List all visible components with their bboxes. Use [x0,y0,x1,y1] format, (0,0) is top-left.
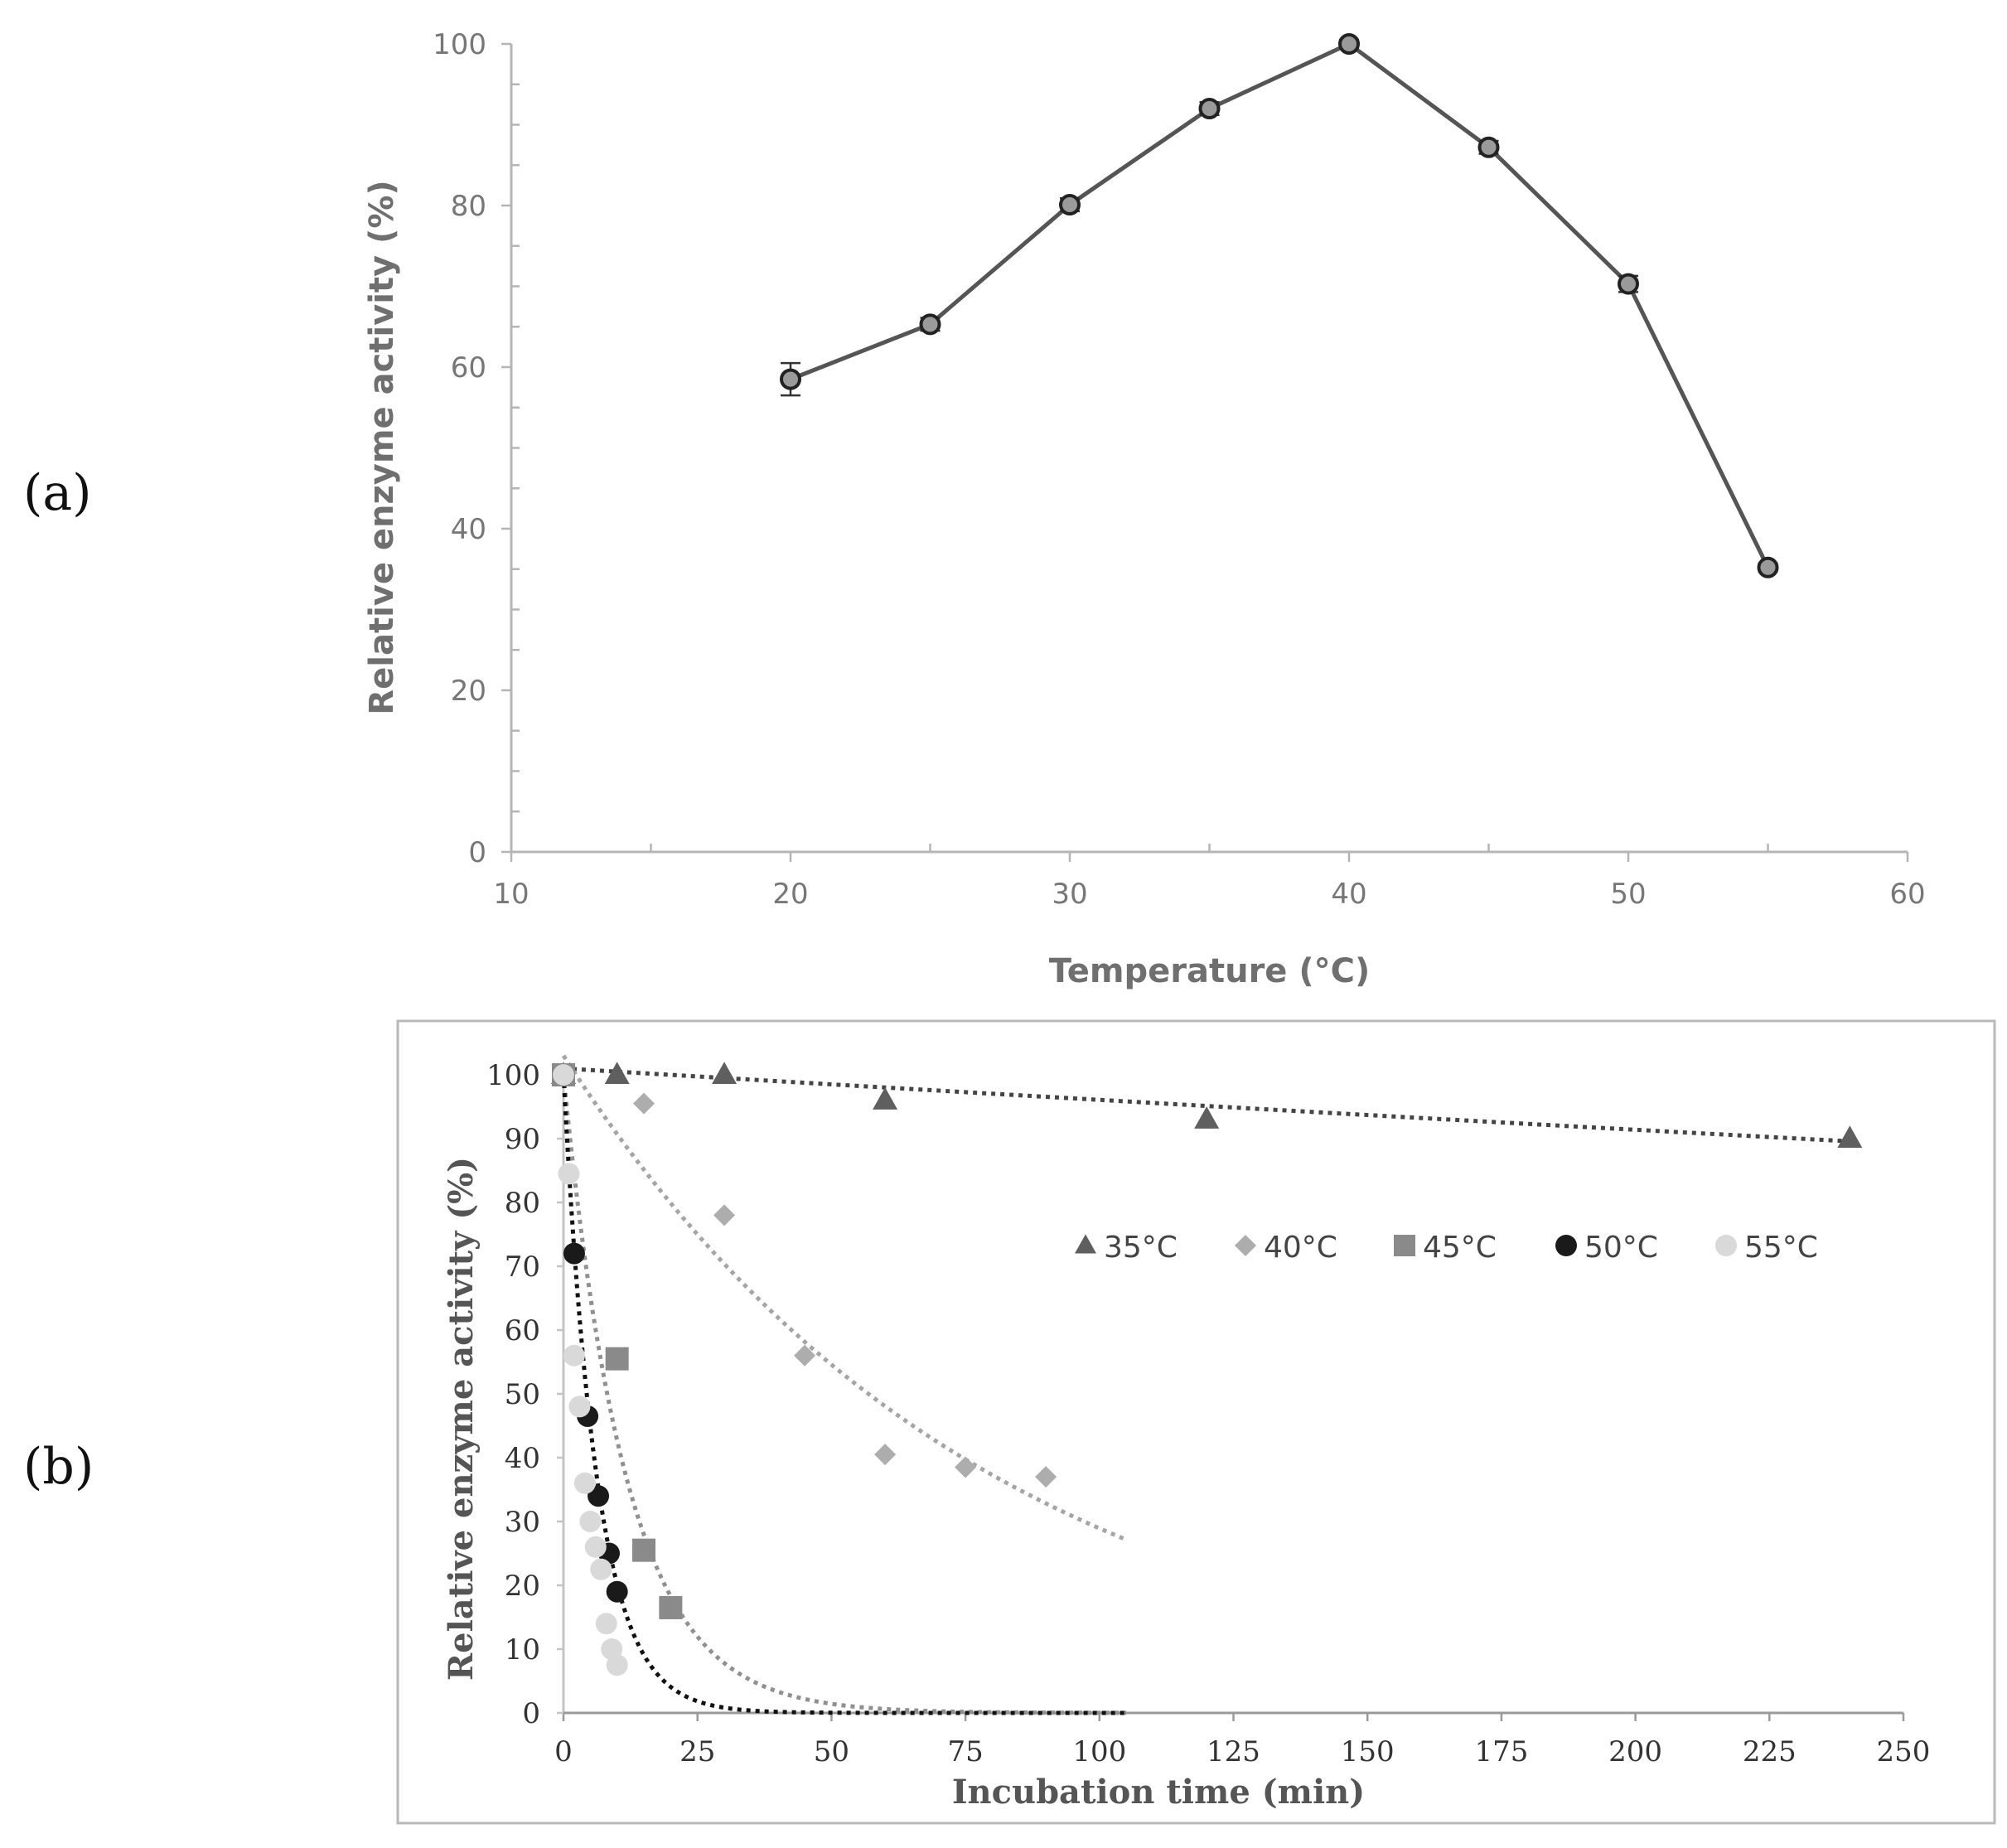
chart-b-legend-marker-2 [1394,1235,1415,1256]
chart-b-fit-curve-0 [563,1066,1850,1144]
chart-b-point-s3 [588,1485,610,1507]
chart-a-x-tick-label: 30 [1052,878,1087,911]
chart-b-point-s0 [873,1087,898,1110]
chart-b-y-tick-label: 50 [505,1378,540,1411]
chart-a-data-point [1618,273,1639,295]
chart-b-y-tick-label: 0 [522,1697,540,1730]
chart-b-point-s1 [713,1204,736,1226]
chart-b-y-tick-label: 100 [486,1059,540,1092]
chart-b-point-s1 [874,1444,897,1466]
chart-b-x-tick-label: 125 [1207,1735,1260,1768]
chart-b-x-tick-label: 175 [1474,1735,1528,1768]
chart-b-point-s0 [604,1062,630,1085]
chart-b-y-tick-label: 20 [505,1570,540,1603]
chart-b-y-tick-label: 60 [505,1314,540,1347]
chart-a-x-tick-label: 50 [1610,878,1646,911]
chart-b-point-s4 [553,1064,574,1086]
chart-a-x-axis-title: Temperature (°C) [1049,952,1371,990]
chart-b-y-tick-label: 30 [505,1506,540,1539]
chart-a-x-tick-label: 40 [1331,878,1366,911]
panel-label-a: (a) [23,464,92,522]
chart-b-point-s1 [1035,1466,1057,1488]
chart-b-point-s4 [606,1654,628,1676]
chart-a-data-point [780,368,801,390]
chart-a-y-tick-label: 80 [451,190,486,223]
chart-b: 0 25 50 75 100 125 150 175 200 225 250 0 10 20 30 40 50 6… [442,1054,1931,1812]
chart-a-x-tick-label: 60 [1889,878,1925,911]
chart-b-legend-marker-3 [1555,1235,1577,1256]
chart-b-fit-curve-2 [561,1074,1127,1715]
chart-a-y-tick-label: 20 [451,675,486,708]
chart-a-x-tick-label: 10 [493,878,529,911]
chart-b-x-tick-label: 50 [814,1735,849,1768]
chart-b-point-s4 [573,1472,596,1494]
chart-b-y-tick-label: 10 [505,1633,540,1667]
chart-b-legend-marker-4 [1715,1235,1737,1256]
chart-b-x-tick-label: 75 [947,1735,983,1768]
chart-b-point-s3 [606,1580,628,1603]
chart-b-legend-label-3: 50°C [1584,1231,1658,1265]
chart-b-point-s1 [794,1344,816,1367]
chart-b-legend-label-1: 40°C [1264,1231,1337,1265]
chart-a-data-point [1059,194,1081,216]
chart-b-point-s2 [659,1595,683,1619]
chart-a-data-point [1477,136,1500,158]
chart-b-frame [396,1019,1996,1825]
chart-b-y-axis-title: Relative enzyme activity (%) [442,1157,481,1681]
chart-b-point-s4 [558,1163,580,1185]
chart-b-x-tick-label: 25 [679,1735,715,1768]
chart-b-point-s2 [605,1347,629,1371]
chart-a-y-tick-label: 100 [433,28,486,61]
chart-b-fit-curve-3 [561,1074,1127,1715]
chart-b-x-tick-label: 225 [1743,1735,1797,1768]
chart-a-x-tick-label: 20 [772,878,808,911]
chart-b-x-tick-label: 250 [1877,1735,1931,1768]
chart-b-point-s1 [633,1092,655,1115]
chart-b-point-s2 [632,1538,656,1562]
chart-b-point-s3 [563,1242,585,1265]
chart-b-point-s4 [568,1396,591,1418]
chart-a-data-point [1338,33,1360,55]
chart-b-point-s4 [584,1536,607,1558]
chart-b-point-s4 [579,1511,602,1532]
chart-b-point-s0 [1194,1106,1220,1129]
chart-a-series-line [790,41,1770,568]
chart-b-x-tick-label: 200 [1608,1735,1662,1768]
chart-b-legend-label-4: 55°C [1744,1231,1818,1265]
chart-b-legend-marker-1 [1235,1235,1256,1256]
chart-b-point-s0 [1837,1125,1863,1149]
panel-label-b: (b) [23,1438,94,1496]
chart-b-legend-label-2: 45°C [1423,1231,1497,1265]
chart-b-x-tick-label: 150 [1341,1735,1395,1768]
chart-b-point-s4 [590,1558,612,1580]
chart-a-data-point [1757,556,1779,578]
chart-b-legend-marker-0 [1075,1234,1096,1254]
chart-a-y-tick-label: 60 [451,351,486,385]
chart-a-data-point [1198,98,1221,119]
chart-a-y-tick-label: 0 [468,836,486,869]
chart-b-point-s1 [955,1456,977,1478]
chart-b-y-tick-label: 40 [505,1442,540,1475]
chart-b-point-s4 [595,1613,617,1635]
chart-b-x-axis-title: Incubation time (min) [952,1773,1365,1812]
chart-b-x-tick-label: 0 [554,1735,573,1768]
chart-b-point-s0 [712,1062,738,1085]
chart-b-fit-curve-1 [561,1054,1128,1542]
chart-b-legend-label-0: 35°C [1104,1231,1178,1265]
chart-b-point-s4 [563,1344,585,1367]
chart-b-y-tick-label: 80 [505,1187,540,1220]
chart-a-data-point [919,313,941,336]
chart-a-y-axis-title: Relative enzyme activity (%) [363,180,401,714]
chart-a-y-tick-label: 40 [451,513,486,546]
chart-b-y-tick-label: 90 [505,1123,540,1156]
chart-b-y-tick-label: 70 [505,1251,540,1284]
chart-b-x-tick-label: 100 [1072,1735,1126,1768]
chart-a: 0 20 40 60 80 100 10 20 30 40 50 60 Temperature (°C)… [363,28,1926,990]
